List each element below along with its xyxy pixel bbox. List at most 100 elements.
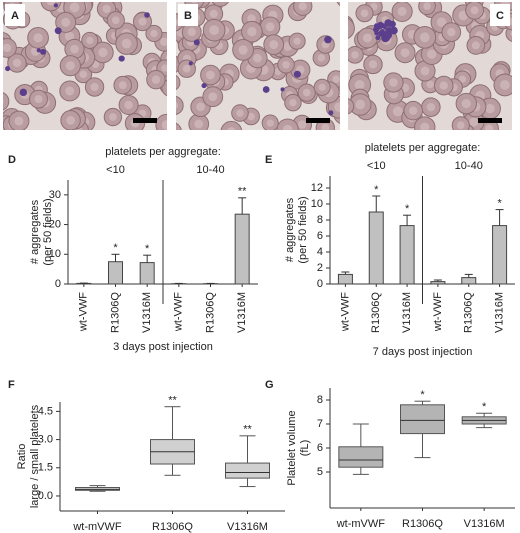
- red-cell-center: [456, 121, 465, 130]
- red-cell-center: [341, 0, 348, 3]
- label-box: [5, 4, 25, 26]
- red-cell-center: [61, 17, 71, 27]
- y-tick-label: 4.5: [38, 405, 53, 417]
- red-cell-center: [98, 47, 108, 58]
- bar: [337, 273, 353, 285]
- red-cell-center: [354, 79, 365, 90]
- y-axis-label: (per 50 fields): [297, 196, 309, 263]
- red-cell-center: [33, 33, 43, 43]
- red-cell: [220, 120, 243, 130]
- red-cell-center: [65, 86, 75, 96]
- y-tick-label: 10: [311, 198, 323, 210]
- red-cell-center: [79, 70, 88, 79]
- significance: *: [374, 184, 379, 196]
- red-cell-center: [198, 2, 202, 3]
- platelet: [293, 70, 301, 78]
- red-cell: [336, 2, 340, 7]
- red-cell-center: [3, 43, 12, 53]
- platelet: [377, 21, 384, 28]
- platelet: [40, 48, 47, 55]
- platelet: [384, 33, 391, 41]
- red-cell-center: [138, 17, 147, 26]
- y-tick-label: 6: [317, 230, 323, 242]
- y-tick-label: 1.5: [38, 462, 53, 474]
- micrograph: A: [3, 2, 167, 130]
- y-axis-label: # aggregates: [284, 197, 296, 262]
- platelet: [262, 86, 270, 93]
- red-cell-center: [176, 18, 179, 26]
- red-cell-center: [160, 37, 167, 47]
- significance: **: [243, 424, 252, 436]
- chart-title: platelets per aggregate:: [105, 146, 221, 158]
- red-cell-center: [426, 103, 436, 112]
- red-cell-center: [317, 54, 326, 62]
- panel-label: G: [265, 379, 274, 391]
- x-tick-label: V1316M: [493, 292, 505, 333]
- panel-label: D: [8, 154, 16, 166]
- red-cell-center: [196, 102, 205, 112]
- panel-label: B: [184, 10, 192, 22]
- x-tick-label: R1306Q: [204, 292, 216, 333]
- platelet: [5, 66, 11, 72]
- y-tick-label: 20: [49, 218, 61, 230]
- bar: [108, 261, 123, 285]
- y-tick-label: 0: [55, 278, 61, 290]
- red-cell-center: [332, 75, 340, 83]
- label-box: [178, 4, 198, 26]
- red-cell-center: [420, 66, 430, 76]
- red-cell: [3, 92, 10, 111]
- red-cell-center: [111, 16, 120, 25]
- red-cell-center: [485, 124, 494, 130]
- red-cell-center: [470, 6, 479, 15]
- bar: [430, 281, 446, 285]
- bar: [368, 211, 384, 285]
- label-box: [490, 4, 510, 26]
- red-cell-center: [247, 14, 256, 23]
- red-cell-center: [168, 79, 175, 86]
- red-cell-center: [124, 100, 133, 110]
- red-cell-center: [348, 103, 350, 110]
- x-tick-label: wt-mVWF: [336, 518, 386, 530]
- red-cell: [176, 74, 181, 91]
- red-cell-center: [339, 111, 340, 117]
- x-tick-label: V1316M: [236, 292, 248, 333]
- group-label: <10: [367, 160, 386, 172]
- x-tick-label: wt-mVWF: [72, 521, 122, 533]
- red-cell-center: [362, 33, 372, 43]
- red-cell-center: [206, 70, 215, 80]
- platelet: [375, 35, 381, 41]
- red-cell-center: [167, 60, 175, 68]
- y-tick-label: 3.0: [38, 433, 53, 445]
- platelet: [328, 110, 334, 116]
- y-tick-label: 7: [317, 418, 323, 430]
- x-axis-label: 3 days post injection: [113, 341, 213, 353]
- red-cell-center: [65, 61, 75, 71]
- red-cell-center: [510, 30, 512, 37]
- red-cell: [176, 122, 182, 130]
- chart-title: platelets per aggregate:: [365, 142, 481, 154]
- panel-label: A: [11, 10, 19, 22]
- platelet: [374, 30, 379, 36]
- x-tick-label: V1316M: [227, 521, 268, 533]
- x-tick-label: wt-VWF: [78, 292, 90, 332]
- red-cell-center: [447, 27, 456, 37]
- platelet: [384, 19, 392, 27]
- red-cell-center: [458, 75, 467, 83]
- x-tick-label: R1306Q: [402, 518, 443, 530]
- red-cell-center: [46, 2, 56, 6]
- platelet: [36, 48, 41, 53]
- significance: **: [168, 395, 177, 407]
- red-cell-center: [420, 122, 430, 130]
- red-cell-center: [121, 38, 132, 49]
- bar: [461, 277, 477, 285]
- red-cell-center: [247, 27, 257, 37]
- platelet: [144, 12, 150, 18]
- x-tick-label: V1316M: [401, 292, 413, 333]
- x-tick-label: wt-VWF: [173, 292, 185, 332]
- bar: [234, 213, 250, 285]
- red-cell-center: [216, 0, 224, 1]
- red-cell-center: [461, 98, 471, 109]
- red-cell-center: [12, 58, 22, 68]
- red-cell-center: [253, 53, 262, 63]
